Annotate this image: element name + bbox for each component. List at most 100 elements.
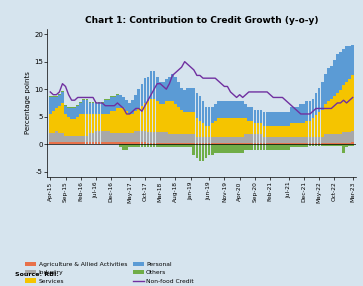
Bar bbox=[250, 121, 253, 134]
Bar bbox=[238, 137, 241, 143]
Bar bbox=[76, 106, 79, 117]
Bar bbox=[248, 107, 250, 121]
Bar bbox=[189, 88, 192, 112]
Bar bbox=[244, 104, 247, 118]
Bar bbox=[104, 142, 107, 144]
Bar bbox=[52, 142, 55, 144]
Bar bbox=[269, 143, 272, 144]
Bar bbox=[138, 144, 140, 147]
Bar bbox=[168, 134, 171, 143]
Bar bbox=[290, 137, 293, 143]
Bar bbox=[98, 130, 101, 142]
Bar bbox=[70, 120, 73, 136]
Bar bbox=[76, 117, 79, 136]
Bar bbox=[192, 144, 195, 155]
Bar bbox=[199, 143, 201, 144]
Bar bbox=[208, 143, 211, 144]
Bar bbox=[64, 136, 67, 142]
Bar bbox=[229, 144, 232, 152]
Bar bbox=[110, 96, 113, 98]
Bar bbox=[296, 144, 299, 147]
Bar bbox=[61, 133, 64, 142]
Bar bbox=[134, 95, 137, 111]
Bar bbox=[333, 96, 336, 134]
Bar bbox=[269, 144, 272, 150]
Bar bbox=[113, 111, 116, 133]
Bar bbox=[140, 130, 143, 142]
Bar bbox=[49, 142, 52, 144]
Bar bbox=[82, 99, 85, 100]
Bar bbox=[299, 123, 302, 137]
Bar bbox=[333, 143, 336, 144]
Bar bbox=[342, 85, 345, 132]
Bar bbox=[241, 143, 244, 144]
Bar bbox=[55, 130, 58, 142]
Bar bbox=[140, 106, 143, 130]
Bar bbox=[171, 144, 174, 147]
Bar bbox=[189, 143, 192, 144]
Bar bbox=[205, 144, 207, 158]
Bar bbox=[150, 99, 152, 132]
Bar bbox=[220, 137, 223, 143]
Bar bbox=[64, 106, 67, 114]
Bar bbox=[287, 137, 290, 143]
Bar bbox=[223, 144, 226, 152]
Bar bbox=[253, 144, 256, 150]
Bar bbox=[64, 142, 67, 144]
Bar bbox=[98, 114, 101, 130]
Bar bbox=[183, 112, 186, 134]
Bar bbox=[321, 144, 323, 146]
Bar bbox=[192, 88, 195, 112]
Bar bbox=[348, 144, 351, 146]
Bar bbox=[309, 137, 311, 143]
Bar bbox=[287, 144, 290, 150]
Bar bbox=[110, 111, 113, 133]
Bar bbox=[342, 49, 345, 85]
Bar bbox=[351, 142, 354, 144]
Bar bbox=[260, 123, 262, 134]
Bar bbox=[260, 144, 262, 150]
Bar bbox=[311, 137, 314, 143]
Bar bbox=[165, 79, 168, 101]
Bar bbox=[287, 143, 290, 144]
Bar bbox=[217, 137, 220, 143]
Bar bbox=[180, 134, 183, 143]
Bar bbox=[345, 143, 348, 144]
Bar bbox=[70, 108, 73, 120]
Bar bbox=[214, 121, 217, 137]
Bar bbox=[281, 137, 284, 143]
Bar bbox=[333, 60, 336, 96]
Bar bbox=[58, 95, 61, 106]
Bar bbox=[296, 107, 299, 123]
Bar bbox=[162, 144, 165, 147]
Bar bbox=[327, 101, 330, 134]
Bar bbox=[189, 134, 192, 143]
Bar bbox=[250, 144, 253, 150]
Bar bbox=[351, 45, 354, 76]
Bar bbox=[153, 71, 155, 99]
Bar bbox=[110, 142, 113, 144]
Bar bbox=[147, 144, 150, 147]
Bar bbox=[281, 112, 284, 126]
Bar bbox=[162, 132, 165, 143]
Bar bbox=[201, 143, 204, 144]
Bar bbox=[281, 126, 284, 137]
Bar bbox=[138, 130, 140, 142]
Bar bbox=[125, 142, 128, 144]
Bar bbox=[306, 101, 308, 121]
Bar bbox=[266, 143, 269, 144]
Bar bbox=[324, 74, 327, 104]
Bar bbox=[104, 99, 107, 100]
Bar bbox=[144, 78, 146, 103]
Bar bbox=[91, 133, 94, 142]
Bar bbox=[330, 144, 333, 146]
Bar bbox=[235, 101, 238, 118]
Bar bbox=[73, 107, 76, 108]
Bar bbox=[351, 76, 354, 130]
Bar bbox=[128, 103, 131, 114]
Bar bbox=[138, 89, 140, 108]
Bar bbox=[269, 126, 272, 137]
Bar bbox=[67, 107, 70, 108]
Bar bbox=[257, 134, 259, 143]
Bar bbox=[98, 142, 101, 144]
